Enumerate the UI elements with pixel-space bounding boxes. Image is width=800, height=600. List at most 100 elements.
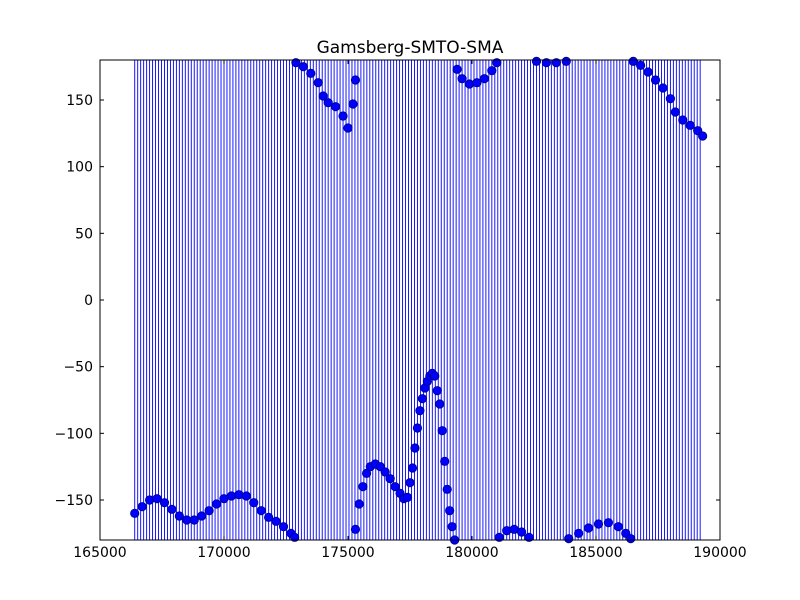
data-point	[685, 120, 695, 130]
y-tick-label: −150	[55, 493, 93, 509]
data-point	[412, 423, 423, 433]
data-point	[479, 74, 489, 84]
data-point	[626, 534, 636, 544]
x-tick-label: 185000	[569, 545, 622, 561]
data-point	[298, 62, 308, 72]
data-points-layer	[130, 56, 708, 545]
data-point	[583, 523, 594, 533]
data-point	[323, 98, 333, 108]
data-point	[348, 99, 358, 109]
data-point	[410, 443, 420, 453]
data-point	[385, 474, 395, 484]
data-point	[226, 491, 237, 501]
data-point	[350, 524, 361, 534]
data-point	[159, 498, 170, 508]
data-point	[492, 58, 502, 68]
data-point	[457, 74, 467, 84]
data-point	[494, 532, 504, 542]
data-point	[256, 506, 266, 516]
data-point	[241, 491, 251, 501]
data-point	[432, 386, 442, 396]
data-point	[415, 406, 425, 416]
data-point	[358, 482, 368, 492]
data-point	[452, 64, 462, 74]
data-point	[650, 75, 661, 85]
data-point	[189, 515, 199, 525]
data-point	[330, 102, 341, 112]
data-point	[678, 115, 688, 125]
data-point	[211, 499, 222, 509]
data-point	[516, 527, 527, 537]
data-point	[204, 506, 214, 516]
data-point	[152, 494, 162, 504]
data-point	[402, 492, 413, 502]
data-point	[390, 482, 400, 492]
data-point	[249, 498, 259, 508]
data-point	[551, 58, 561, 68]
data-point	[698, 131, 708, 141]
data-point	[445, 506, 455, 516]
y-tick-label: 50	[75, 226, 93, 242]
data-point	[658, 83, 668, 93]
vertical-lines-layer	[134, 60, 701, 540]
data-point	[380, 467, 390, 477]
data-point	[613, 522, 623, 532]
y-tick-label: 0	[84, 293, 93, 309]
data-point	[437, 426, 447, 436]
data-point	[524, 532, 534, 542]
data-point	[197, 511, 207, 521]
data-point	[306, 68, 316, 78]
data-point	[271, 516, 281, 526]
y-tick-label: −100	[55, 426, 93, 442]
data-point	[643, 67, 653, 77]
data-point	[502, 526, 512, 536]
data-point	[670, 107, 680, 117]
data-point	[278, 522, 289, 532]
data-point	[487, 66, 497, 76]
data-point	[318, 91, 328, 101]
data-point	[561, 56, 571, 66]
x-axis: 165000 170000 175000 180000 185000 190000	[73, 60, 747, 561]
data-point	[430, 371, 440, 381]
data-point	[407, 463, 418, 473]
data-point	[343, 123, 353, 133]
x-tick-label: 170000	[197, 545, 250, 561]
x-tick-label: 180000	[445, 545, 498, 561]
data-point	[665, 94, 676, 104]
x-tick-label: 165000	[73, 545, 126, 561]
data-point	[464, 79, 475, 89]
y-axis: 150 100 50 0 −50 −100 −150	[55, 93, 720, 509]
data-point	[354, 499, 364, 509]
data-point	[417, 394, 427, 404]
chart-title: Gamsberg-SMTO-SMA	[317, 38, 504, 58]
data-point	[628, 56, 638, 66]
data-point	[264, 512, 274, 522]
data-point	[531, 56, 542, 66]
data-point	[440, 456, 450, 466]
data-point	[291, 58, 301, 68]
data-point	[338, 111, 348, 121]
data-point	[564, 534, 574, 544]
y-tick-label: 150	[66, 93, 93, 109]
data-point	[174, 511, 184, 521]
data-point	[472, 78, 482, 88]
data-point	[636, 60, 646, 70]
y-tick-label: 100	[66, 160, 93, 176]
data-point	[603, 518, 614, 528]
data-point	[167, 504, 177, 514]
data-point	[541, 58, 552, 68]
data-point	[313, 78, 323, 88]
x-tick-label: 190000	[693, 545, 746, 561]
data-point	[290, 532, 300, 542]
data-point	[405, 478, 415, 488]
data-point	[137, 502, 147, 512]
data-point	[442, 484, 452, 494]
data-point	[234, 490, 244, 500]
data-point	[593, 519, 604, 529]
data-point	[145, 495, 155, 505]
data-point	[574, 528, 584, 538]
data-point	[130, 508, 140, 518]
data-point	[435, 399, 445, 409]
data-point	[447, 522, 457, 532]
